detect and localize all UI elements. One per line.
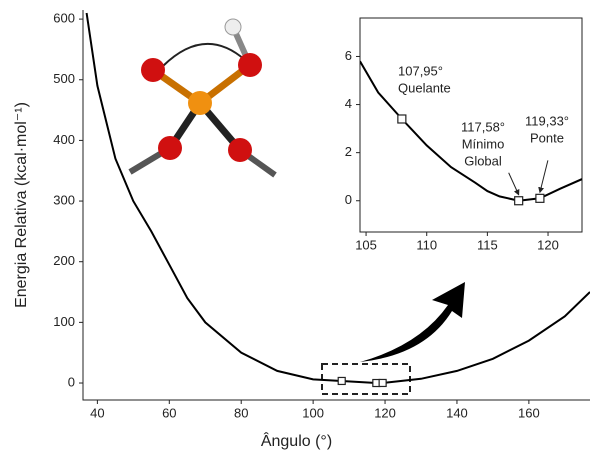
y-tick-label: 200 [53,253,75,268]
chart: 4060801001201401600100200300400500600Âng… [0,0,590,454]
y-tick-label: 500 [53,71,75,86]
y-tick-label: 0 [345,192,352,207]
y-axis-label: Energia Relativa (kcal·mol⁻¹) [13,102,30,308]
y-tick-label: 100 [53,314,75,329]
marker [398,115,406,123]
x-tick-label: 60 [162,405,176,420]
marker [338,377,345,384]
marker [379,379,386,386]
x-tick-label: 115 [477,237,498,252]
x-tick-label: 120 [374,405,396,420]
marker [515,197,523,205]
x-tick-label: 80 [234,405,248,420]
x-tick-label: 140 [446,405,468,420]
annotation: Quelante [398,80,451,95]
y-tick-label: 600 [53,11,75,26]
annotation: 119,33° [525,113,569,128]
molecule [130,19,275,175]
y-tick-label: 6 [345,48,352,63]
annotation: 117,58° [461,119,505,134]
y-tick-label: 4 [345,96,352,111]
marker [536,194,544,202]
y-tick-label: 300 [53,192,75,207]
annotation: Mínimo [462,136,505,151]
annotation: Ponte [530,130,564,145]
x-tick-label: 105 [355,237,377,252]
x-tick-label: 100 [302,405,324,420]
y-tick-label: 2 [345,144,352,159]
annotation: 107,95° [398,63,443,78]
x-tick-label: 160 [518,405,540,420]
page: {"chart_data": [ {"type": "line", "x_lab… [0,0,590,459]
zoom-arrow [360,282,465,362]
x-tick-label: 120 [537,237,559,252]
y-tick-label: 400 [53,132,75,147]
y-tick-label: 0 [68,374,75,389]
x-axis-label: Ângulo (°) [261,431,332,450]
x-tick-label: 40 [90,405,104,420]
zoom-box [322,364,410,394]
x-tick-label: 110 [416,237,437,252]
annotation: Global [464,153,502,168]
